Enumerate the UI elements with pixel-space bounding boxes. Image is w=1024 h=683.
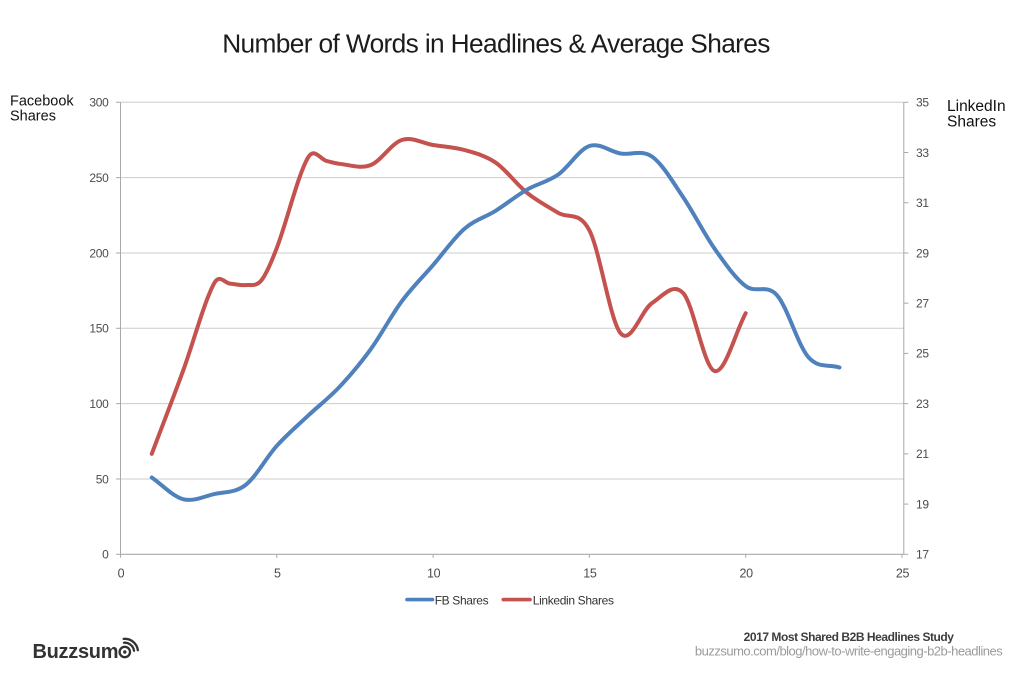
svg-text:10: 10 — [427, 567, 441, 581]
svg-text:35: 35 — [916, 96, 929, 110]
svg-text:Facebook: Facebook — [10, 94, 74, 110]
svg-text:0: 0 — [102, 548, 109, 562]
svg-text:2017 Most Shared B2B Headlines: 2017 Most Shared B2B Headlines Study — [744, 630, 955, 644]
svg-text:Shares: Shares — [947, 113, 996, 130]
svg-text:Linkedin Shares: Linkedin Shares — [533, 594, 614, 608]
svg-text:buzzsumo.com/blog/how-to-write: buzzsumo.com/blog/how-to-write-engaging-… — [695, 644, 1003, 659]
svg-text:31: 31 — [916, 196, 929, 210]
svg-text:0: 0 — [118, 567, 125, 581]
svg-text:23: 23 — [916, 397, 929, 411]
svg-text:FB Shares: FB Shares — [435, 594, 489, 608]
svg-text:33: 33 — [916, 146, 929, 160]
svg-text:21: 21 — [916, 447, 929, 461]
svg-text:5: 5 — [274, 567, 281, 581]
svg-text:29: 29 — [916, 246, 929, 260]
svg-text:50: 50 — [96, 472, 109, 486]
svg-text:15: 15 — [583, 567, 597, 581]
svg-text:Buzzsum: Buzzsum — [33, 641, 119, 663]
svg-text:20: 20 — [740, 567, 754, 581]
svg-text:LinkedIn: LinkedIn — [947, 98, 1006, 115]
svg-text:250: 250 — [89, 171, 109, 185]
svg-text:Number of Words in Headlines &: Number of Words in Headlines & Average S… — [222, 29, 770, 59]
svg-text:27: 27 — [916, 297, 929, 311]
svg-text:300: 300 — [89, 96, 109, 110]
svg-text:150: 150 — [89, 322, 109, 336]
svg-text:19: 19 — [916, 497, 929, 511]
svg-text:17: 17 — [916, 548, 929, 562]
svg-text:100: 100 — [89, 397, 109, 411]
svg-text:200: 200 — [89, 246, 109, 260]
svg-text:25: 25 — [896, 567, 910, 581]
svg-text:25: 25 — [916, 347, 929, 361]
svg-text:Shares: Shares — [10, 109, 56, 125]
